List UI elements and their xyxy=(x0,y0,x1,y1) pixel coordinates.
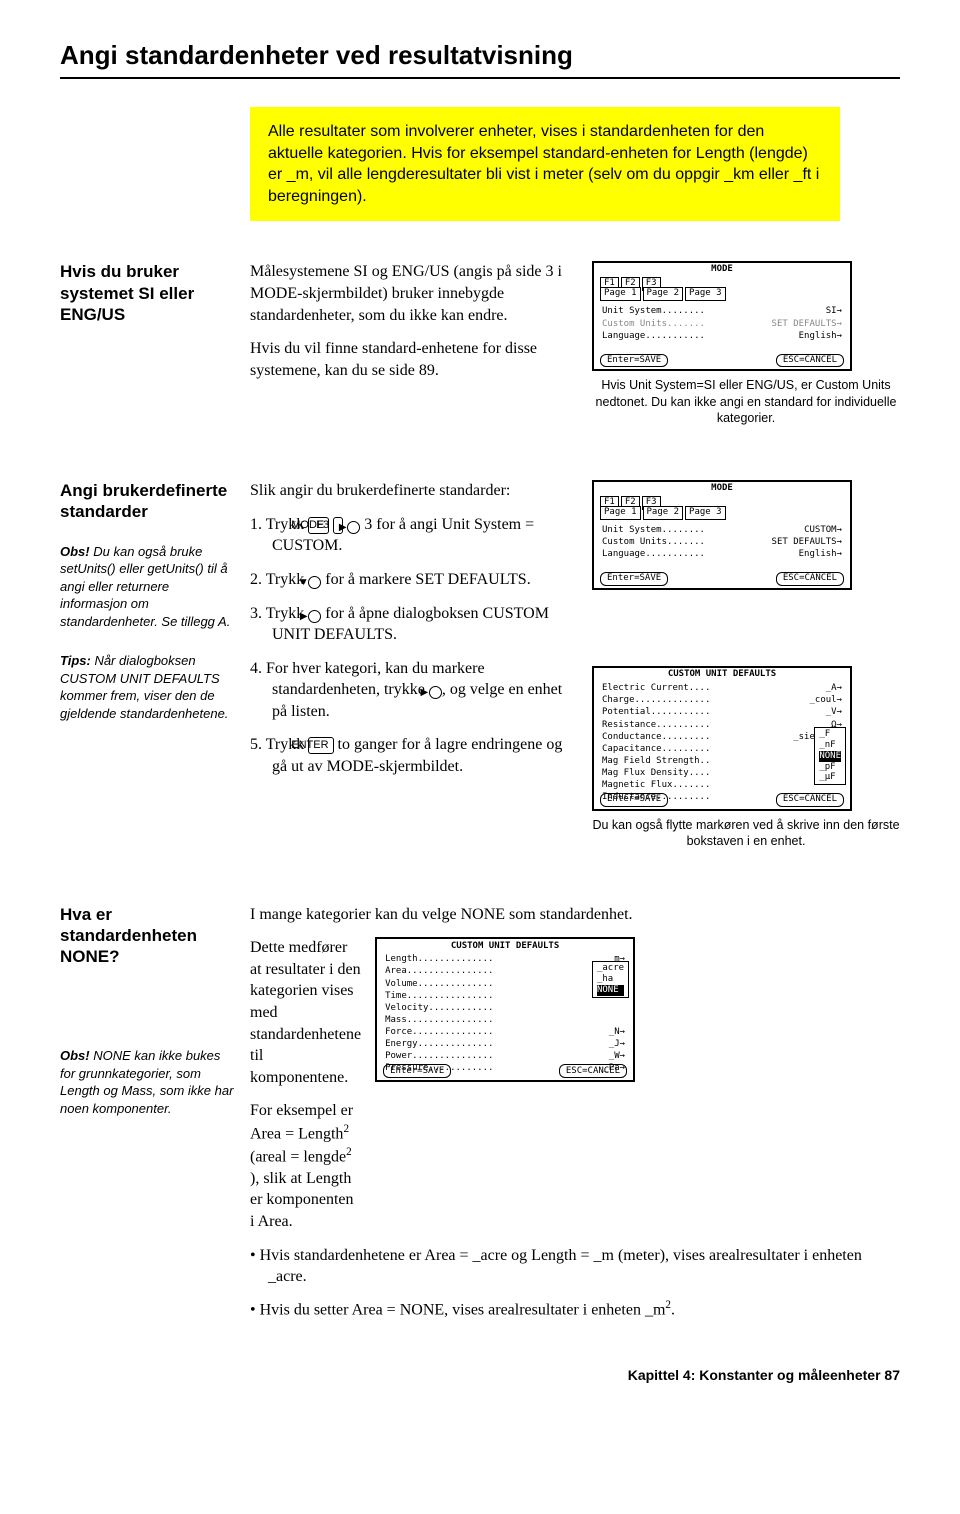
step-3: 3. Trykk ▶ for å åpne dialogboksen CUSTO… xyxy=(250,603,580,646)
body-text: Slik angir du brukerdefinerte standarder… xyxy=(250,480,580,502)
note-obs-none: Obs! NONE kan ikke bukes for grunnkatego… xyxy=(60,1047,238,1117)
section-si-engus: Hvis du bruker systemet SI eller ENG/US … xyxy=(60,261,900,444)
scr-title: CUSTOM UNIT DEFAULTS xyxy=(377,940,633,952)
enter-key: ENTER xyxy=(308,737,333,754)
screenshot-caption: Du kan også flytte markøren ved å skrive… xyxy=(592,817,900,850)
down-arrow-icon: ▼ xyxy=(308,576,321,589)
scr-pages: Page 1 Page 2 Page 3 xyxy=(600,506,726,520)
scr-title: MODE xyxy=(594,264,850,276)
scr-popup: _acre _ha NONE xyxy=(592,961,629,997)
step-2: 2. Trykk ▼ for å markere SET DEFAULTS. xyxy=(250,569,580,591)
bullet: • Hvis standardenhetene er Area = _acre … xyxy=(250,1245,880,1288)
screenshot-mode-si: MODE F1 F2 F3 Page 1 Page 2 Page 3 Unit … xyxy=(592,261,852,371)
section-custom-defaults: Angi brukerdefinerte standarder Obs! Du … xyxy=(60,480,900,868)
scr-footer: Enter=SAVE ESC=CANCEL xyxy=(600,354,844,368)
title-rule xyxy=(60,77,900,79)
screenshot-cud-none: CUSTOM UNIT DEFAULTS Length.............… xyxy=(375,937,635,1082)
step-5: 5. Trykk ENTER to ganger for å lagre end… xyxy=(250,734,580,777)
right-arrow-icon: ▶ xyxy=(347,521,360,534)
right-arrow-icon: ▶ xyxy=(308,610,321,623)
step-1: 1. Trykk MODE F3 ▶ 3 for å angi Unit Sys… xyxy=(250,514,580,557)
scr-title: CUSTOM UNIT DEFAULTS xyxy=(594,669,850,681)
scr-popup: _F _nF NONE _pF _μF xyxy=(814,727,846,785)
scr-footer: Enter=SAVE ESC=CANCEL xyxy=(600,572,844,586)
bullet: • Hvis du setter Area = NONE, vises area… xyxy=(250,1298,880,1321)
right-arrow-icon: ▶ xyxy=(429,686,442,699)
scr-body: Length.............._m→ Area............… xyxy=(385,953,625,1074)
body-text: Dette medfører at resultater i den kateg… xyxy=(250,937,361,1088)
scr-title: MODE xyxy=(594,483,850,495)
scr-pages: Page 1 Page 2 Page 3 xyxy=(600,287,726,301)
body-text: Hvis du vil finne standard-enhetene for … xyxy=(250,338,580,381)
intro-highlight-box: Alle resultater som involverer enheter, … xyxy=(250,107,840,221)
scr-body: Unit System........SI→ Custom Units.....… xyxy=(602,305,842,341)
scr-footer: Enter=SAVE ESC=CANCEL xyxy=(600,793,844,807)
step-4: 4. For hver kategori, kan du markere sta… xyxy=(250,658,580,723)
screenshot-mode-custom: MODE F1 F2 F3 Page 1 Page 2 Page 3 Unit … xyxy=(592,480,852,590)
page-title: Angi standardenheter ved resultatvisning xyxy=(60,40,900,71)
subhead-custom: Angi brukerdefinerte standarder xyxy=(60,480,238,523)
scr-footer: Enter=SAVE ESC=CANCEL xyxy=(383,1064,627,1078)
screenshot-custom-unit-defaults: CUSTOM UNIT DEFAULTS Electric Current...… xyxy=(592,666,852,811)
note-obs: Obs! Du kan også bruke setUnits() eller … xyxy=(60,543,238,631)
page-footer: Kapittel 4: Konstanter og måleenheter 87 xyxy=(60,1367,900,1383)
scr-body: Unit System........CUSTOM→ Custom Units.… xyxy=(602,524,842,560)
section-none: Hva er standardenheten NONE? Obs! NONE k… xyxy=(60,904,900,1331)
body-text: Målesystemene SI og ENG/US (angis på sid… xyxy=(250,261,580,326)
subhead-none: Hva er standardenheten NONE? xyxy=(60,904,238,968)
body-text: I mange kategorier kan du velge NONE som… xyxy=(250,904,880,926)
scr-body: Electric Current...._A→ Charge..........… xyxy=(602,682,842,803)
screenshot-caption: Hvis Unit System=SI eller ENG/US, er Cus… xyxy=(592,377,900,426)
body-text: For eksempel er Area = Length2 (areal = … xyxy=(250,1100,361,1232)
note-tips: Tips: Når dialogboksen CUSTOM UNIT DEFAU… xyxy=(60,652,238,722)
subhead-si-engus: Hvis du bruker systemet SI eller ENG/US xyxy=(60,261,238,325)
